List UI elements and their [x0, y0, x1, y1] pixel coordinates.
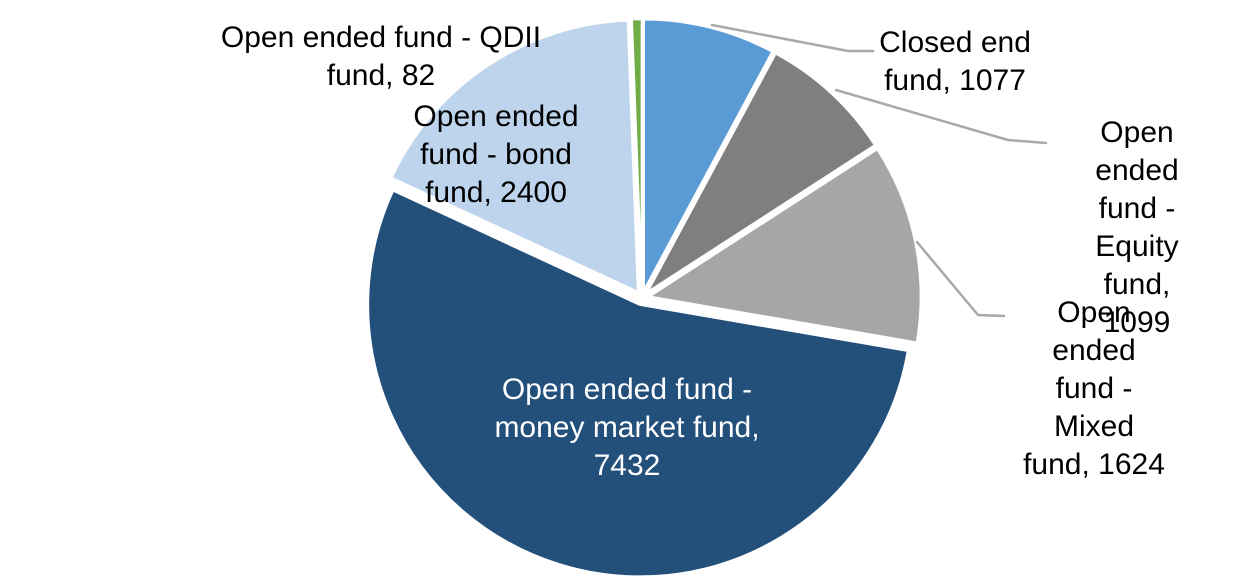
pie-slice-open-ended-fund-bond-fund — [389, 19, 640, 295]
pie-slice-open-ended-fund-money-market-fund — [366, 188, 910, 578]
leader-line-equity-fund — [834, 88, 1048, 145]
pie-slice-open-ended-fund-mixed-fund — [645, 147, 923, 345]
pie-slice-closed-end-fund — [642, 17, 775, 292]
pie-slice-open-ended-fund-qdii-fund — [630, 17, 644, 292]
leader-line-mixed-fund — [915, 240, 1006, 318]
pie-slice-open-ended-fund-equity-fund — [645, 51, 877, 294]
leader-line-closed-end-fund — [710, 23, 875, 53]
